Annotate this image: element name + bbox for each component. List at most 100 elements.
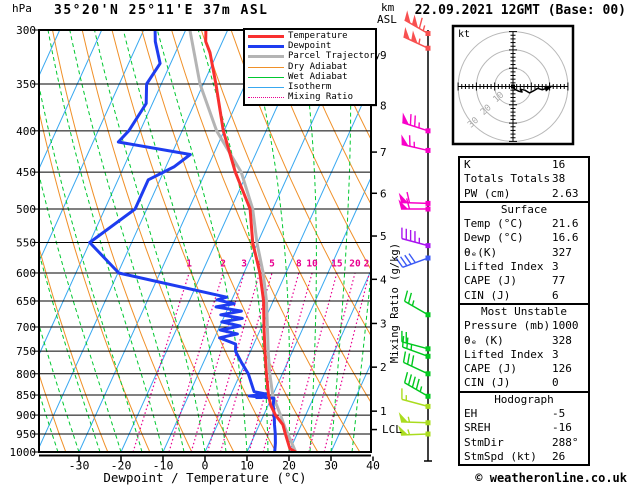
barb-half-feather: [407, 429, 411, 435]
panel-section-title: Hodograph: [494, 392, 554, 406]
barb-level-marker: [425, 353, 431, 359]
barb-pennant: [402, 112, 409, 125]
barb-level-marker: [425, 128, 431, 134]
panel-row-value: -5: [552, 407, 566, 421]
panel-row-label: CAPE (J): [464, 362, 517, 376]
panel-row-value: 1000: [552, 319, 579, 333]
barb-feather: [409, 114, 412, 126]
panel-row: Temp (°C) 21.6: [460, 217, 588, 231]
mixing-ratio-line: [168, 272, 224, 452]
panel-row: CAPE (J) 126: [460, 362, 588, 376]
km-tick-label: 5: [380, 230, 387, 243]
barb-level-marker: [425, 206, 431, 212]
temp-tick-label: -10: [153, 459, 174, 473]
barb-half-feather: [418, 38, 421, 45]
wet-adiabat-line: [39, 391, 59, 452]
panel-row: Lifted Index 3: [460, 260, 588, 274]
panel-row-label: θₑ (K): [464, 333, 504, 347]
panel-section-most-unstable: Most Unstable Pressure (mb) 1000 θₑ (K) 328 L…: [460, 302, 588, 391]
panel-row: CIN (J) 6: [460, 289, 588, 303]
barb-staff: [400, 421, 429, 424]
barb-feather: [404, 254, 412, 265]
legend-line-sample: [248, 66, 284, 68]
panel-row-label: CIN (J): [464, 288, 511, 302]
barb-feather: [403, 290, 409, 302]
isotherm-line: [288, 269, 371, 452]
panel-row-label: EH: [464, 407, 478, 421]
wind-barb: [401, 330, 431, 352]
panel-row-label: Lifted Index: [464, 347, 544, 361]
dry-adiabat-line: [260, 30, 371, 271]
legend-item-label: Wet Adiabat: [288, 71, 348, 82]
barb-staff: [400, 433, 429, 436]
mixing-ratio-value: 15: [331, 258, 343, 269]
wet-adiabat-line: [39, 251, 101, 452]
wind-barb: [398, 198, 431, 212]
wind-barb: [402, 351, 431, 377]
isotherm-line: [39, 30, 103, 170]
barb-level-marker: [425, 403, 431, 409]
temp-tick-label: 0: [202, 459, 209, 473]
mixing-ratio-value: 25: [364, 258, 376, 269]
panel-row: Totals Totals 38: [460, 172, 588, 186]
pressure-tick-label: 950: [16, 428, 36, 441]
barb-pennant: [404, 10, 411, 24]
isotherm-line: [0, 30, 18, 452]
pressure-tick-label: 700: [16, 321, 36, 334]
barb-level-marker: [425, 393, 431, 399]
km-tick-label: 7: [380, 146, 387, 159]
panel-section-title: Surface: [500, 202, 548, 216]
km-tick-label: 3: [380, 317, 387, 330]
wet-adiabat-line: [0, 30, 16, 452]
km-tick-label: 1: [380, 405, 387, 418]
panel-row: Lifted Index 3: [460, 348, 588, 362]
panel-section: K 16 Totals Totals 38 PW (cm) 2.63: [460, 158, 588, 201]
plot-border: [38, 29, 372, 453]
dry-adiabat-line: [39, 372, 67, 452]
stats-panel: K 16 Totals Totals 38 PW (cm) 2.63 Surface Temp…: [458, 156, 590, 467]
wet-adiabat-line: [69, 30, 185, 452]
panel-row-value: 38: [552, 172, 566, 186]
panel-row-value: 0: [552, 376, 559, 390]
wet-adiabat-line: [298, 30, 317, 452]
pressure-tick-label: 400: [16, 125, 36, 138]
panel-row: CIN (J) 0: [460, 376, 588, 390]
legend-item-label: Isotherm: [288, 82, 332, 93]
mixing-ratio-line: [132, 272, 190, 452]
legend-item-wet-adiabat: Wet Adiabat: [248, 72, 375, 82]
barb-feather: [407, 292, 413, 304]
mixing-ratio-value: 4: [257, 258, 263, 269]
legend-item-dry-adiabat: Dry Adiabat: [248, 62, 375, 72]
panel-row: Pressure (mb) 1000: [460, 319, 588, 333]
barb-pennant: [398, 425, 409, 435]
legend-item-temperature: Temperature: [248, 31, 375, 41]
panel-row-value: 3: [552, 347, 559, 361]
panel-row-value: 2.63: [552, 186, 579, 200]
barb-level-marker: [425, 420, 431, 426]
temp-tick-label: 20: [282, 459, 296, 473]
barb-feather: [402, 351, 407, 363]
panel-row-label: CIN (J): [464, 376, 511, 390]
mixing-ratio-value: 10: [306, 258, 318, 269]
wind-barb: [398, 412, 431, 426]
barb-half-feather: [422, 25, 426, 31]
wind-barb: [401, 227, 431, 249]
pressure-tick-label: 850: [16, 389, 36, 402]
wind-barb: [403, 371, 431, 399]
barb-feather: [408, 253, 416, 264]
km-tick-label: 8: [380, 99, 387, 112]
panel-row-value: 126: [552, 362, 572, 376]
hodograph-trace: [512, 86, 549, 94]
barb-level-marker: [425, 147, 431, 153]
panel-row-value: 6: [552, 288, 559, 302]
barb-pennant: [401, 134, 409, 146]
wet-adiabat-line: [39, 323, 80, 452]
legend-item-label: Dry Adiabat: [288, 61, 348, 72]
pressure-tick-label: 650: [16, 295, 36, 308]
panel-row: SREH -16: [460, 421, 588, 435]
temperature-curve: [204, 30, 297, 452]
temp-tick-label: -30: [69, 459, 90, 473]
barb-feather: [403, 371, 409, 383]
legend-item-label: Dewpoint: [288, 40, 332, 51]
